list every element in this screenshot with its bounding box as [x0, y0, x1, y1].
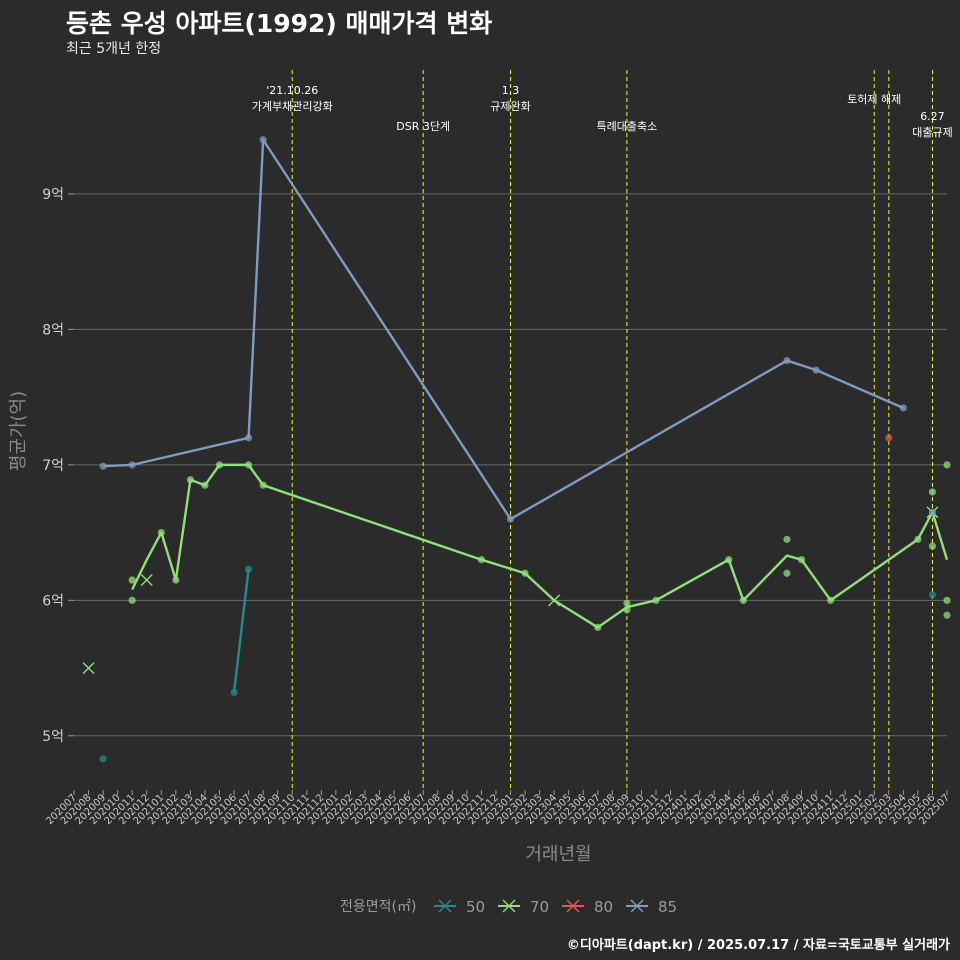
- y-tick-label: 5억: [42, 729, 64, 745]
- y-tick-label: 6억: [42, 593, 64, 609]
- legend-cross-80: [566, 899, 580, 913]
- data-point-70: [157, 529, 165, 537]
- data-point-85: [99, 462, 107, 470]
- legend: 전용면적(㎡) 50 70 80 85: [340, 898, 677, 916]
- legend-cross-70: [502, 899, 516, 913]
- data-point-85: [128, 461, 136, 469]
- data-point-70: [215, 461, 224, 469]
- data-point-70: [943, 611, 951, 619]
- data-point-70: [928, 542, 937, 550]
- event-label: 규제완화: [490, 100, 530, 113]
- data-point-70: [827, 596, 835, 604]
- event-label: '21.10.26: [266, 84, 318, 97]
- x-axis-label: 거래년월: [525, 844, 591, 865]
- x-axis-ticks: 2020072020082020092020102020112020122021…: [44, 790, 952, 827]
- series-group: [82, 136, 951, 763]
- data-point-85: [783, 356, 791, 365]
- data-point-50: [99, 755, 107, 763]
- data-point-70: [943, 461, 951, 469]
- data-point-80: [885, 434, 893, 442]
- y-axis-ticks: 5억 6억 7억 8억 9억: [42, 187, 74, 745]
- legend-cross-50: [438, 899, 452, 913]
- data-point-70: [259, 481, 267, 489]
- data-point-85: [245, 434, 253, 442]
- data-point-50: [928, 591, 937, 599]
- legend-cross-85: [630, 899, 644, 913]
- data-point-85: [812, 366, 820, 374]
- legend-label-70: 70: [530, 898, 549, 916]
- data-point-70: [128, 596, 136, 604]
- data-point-70: [128, 576, 136, 584]
- data-point-70: [725, 556, 733, 564]
- y-tick-label: 8억: [42, 322, 64, 338]
- y-tick-label: 7억: [42, 458, 64, 474]
- series-line-85: [103, 138, 904, 521]
- data-point-70: [928, 488, 937, 496]
- series-line-70: [131, 463, 949, 629]
- y-tick-label: 9억: [42, 187, 64, 203]
- legend-label-80: 80: [594, 898, 613, 916]
- data-point-50: [245, 565, 253, 573]
- source-caption: ©디아파트(dapt.kr) / 2025.07.17 / 자료=국토교통부 실…: [566, 938, 950, 953]
- data-point-85: [899, 404, 907, 412]
- data-point-70: [172, 576, 180, 584]
- data-point-70: [783, 535, 791, 543]
- data-point-70: [783, 569, 791, 577]
- data-point-85: [928, 508, 937, 516]
- data-point-70: [623, 599, 631, 607]
- data-point-70: [477, 556, 485, 564]
- legend-title: 전용면적(㎡): [340, 899, 416, 915]
- data-point-70: [914, 535, 922, 543]
- y-axis-label: 평균가(억): [8, 391, 29, 471]
- series-line-50: [232, 569, 250, 693]
- data-point-70: [739, 596, 747, 604]
- event-label: 토허제 해제: [847, 92, 901, 106]
- legend-label-50: 50: [466, 898, 485, 916]
- data-point-85: [259, 136, 267, 144]
- event-label: 대출규제: [912, 126, 952, 139]
- event-label: 1.3: [502, 84, 520, 97]
- data-point-70: [943, 596, 951, 604]
- data-point-70: [594, 623, 602, 632]
- data-point-70: [797, 556, 806, 564]
- chart-title: 등촌 우성 아파트(1992) 매매가격 변화: [66, 9, 493, 38]
- data-point-70: [521, 569, 529, 577]
- event-label: 가계부채관리강화: [252, 100, 333, 113]
- cross-marker-70: [548, 594, 561, 607]
- data-point-50: [230, 688, 238, 697]
- data-point-70: [186, 476, 194, 484]
- event-label: DSR 3단계: [396, 120, 450, 133]
- data-point-70: [201, 481, 209, 489]
- data-point-70: [245, 461, 253, 469]
- data-point-70: [652, 596, 660, 604]
- data-point-70: [623, 606, 631, 614]
- event-label: 특례대출축소: [597, 120, 658, 133]
- event-label: 6.27: [920, 110, 945, 123]
- cross-marker-70: [82, 662, 95, 675]
- chart-subtitle: 최근 5개년 한정: [66, 41, 162, 57]
- cross-marker-70: [140, 574, 153, 587]
- data-point-85: [506, 515, 515, 523]
- legend-label-85: 85: [658, 898, 677, 916]
